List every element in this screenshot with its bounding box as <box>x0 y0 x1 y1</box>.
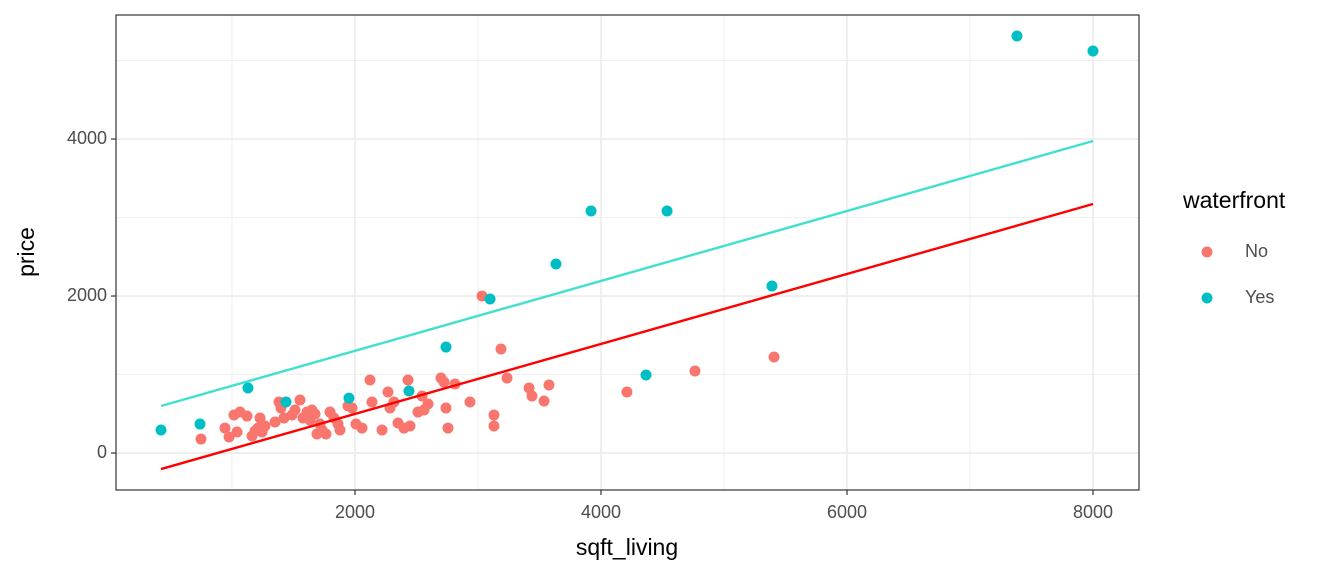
x-tick-label: 4000 <box>581 502 621 522</box>
point <box>254 412 266 424</box>
point <box>259 420 271 432</box>
point <box>501 372 513 384</box>
point <box>464 396 476 408</box>
point <box>219 422 231 434</box>
point <box>661 205 673 217</box>
y-tick-label: 4000 <box>67 128 107 148</box>
point <box>1011 30 1023 42</box>
point <box>403 385 415 397</box>
point <box>289 404 301 416</box>
point <box>585 205 597 217</box>
point <box>382 386 394 398</box>
point <box>231 426 243 438</box>
point <box>768 351 780 363</box>
point <box>366 396 378 408</box>
point <box>488 409 500 421</box>
point <box>440 341 452 353</box>
point <box>241 410 253 422</box>
point <box>538 395 550 407</box>
point <box>640 369 652 381</box>
point <box>1087 45 1099 57</box>
fit-line <box>160 202 1094 471</box>
legend-key <box>1201 246 1213 258</box>
point <box>195 433 207 445</box>
point <box>334 424 346 436</box>
point <box>526 390 538 402</box>
legend-title: waterfront <box>1182 187 1286 213</box>
point <box>376 424 388 436</box>
point <box>343 392 355 404</box>
point <box>621 386 633 398</box>
y-axis-title: price <box>13 227 39 277</box>
point <box>346 402 358 414</box>
legend-key <box>1201 292 1213 304</box>
point <box>356 422 368 434</box>
point <box>320 428 332 440</box>
point <box>280 396 292 408</box>
x-tick-label: 2000 <box>335 502 375 522</box>
point <box>543 379 555 391</box>
point <box>440 402 452 414</box>
fit-line <box>160 139 1094 408</box>
point <box>309 408 321 420</box>
point <box>269 416 281 428</box>
point <box>689 365 701 377</box>
point <box>495 343 507 355</box>
point <box>194 418 206 430</box>
legend-label: No <box>1245 241 1268 261</box>
point <box>488 420 500 432</box>
point <box>438 376 450 388</box>
point <box>223 431 235 443</box>
point <box>484 293 496 305</box>
x-tick-label: 6000 <box>827 502 867 522</box>
x-axis-title: sqft_living <box>576 534 678 560</box>
point <box>242 382 254 394</box>
panel-border <box>115 14 1140 491</box>
x-tick-label: 8000 <box>1073 502 1113 522</box>
point <box>294 394 306 406</box>
point <box>364 374 376 386</box>
y-tick-label: 0 <box>97 442 107 462</box>
legend-label: Yes <box>1245 287 1274 307</box>
point <box>155 424 167 436</box>
point <box>766 280 778 292</box>
point <box>550 258 562 270</box>
point <box>402 374 414 386</box>
point <box>404 420 416 432</box>
point <box>422 398 434 410</box>
point <box>442 422 454 434</box>
y-tick-label: 2000 <box>67 285 107 305</box>
